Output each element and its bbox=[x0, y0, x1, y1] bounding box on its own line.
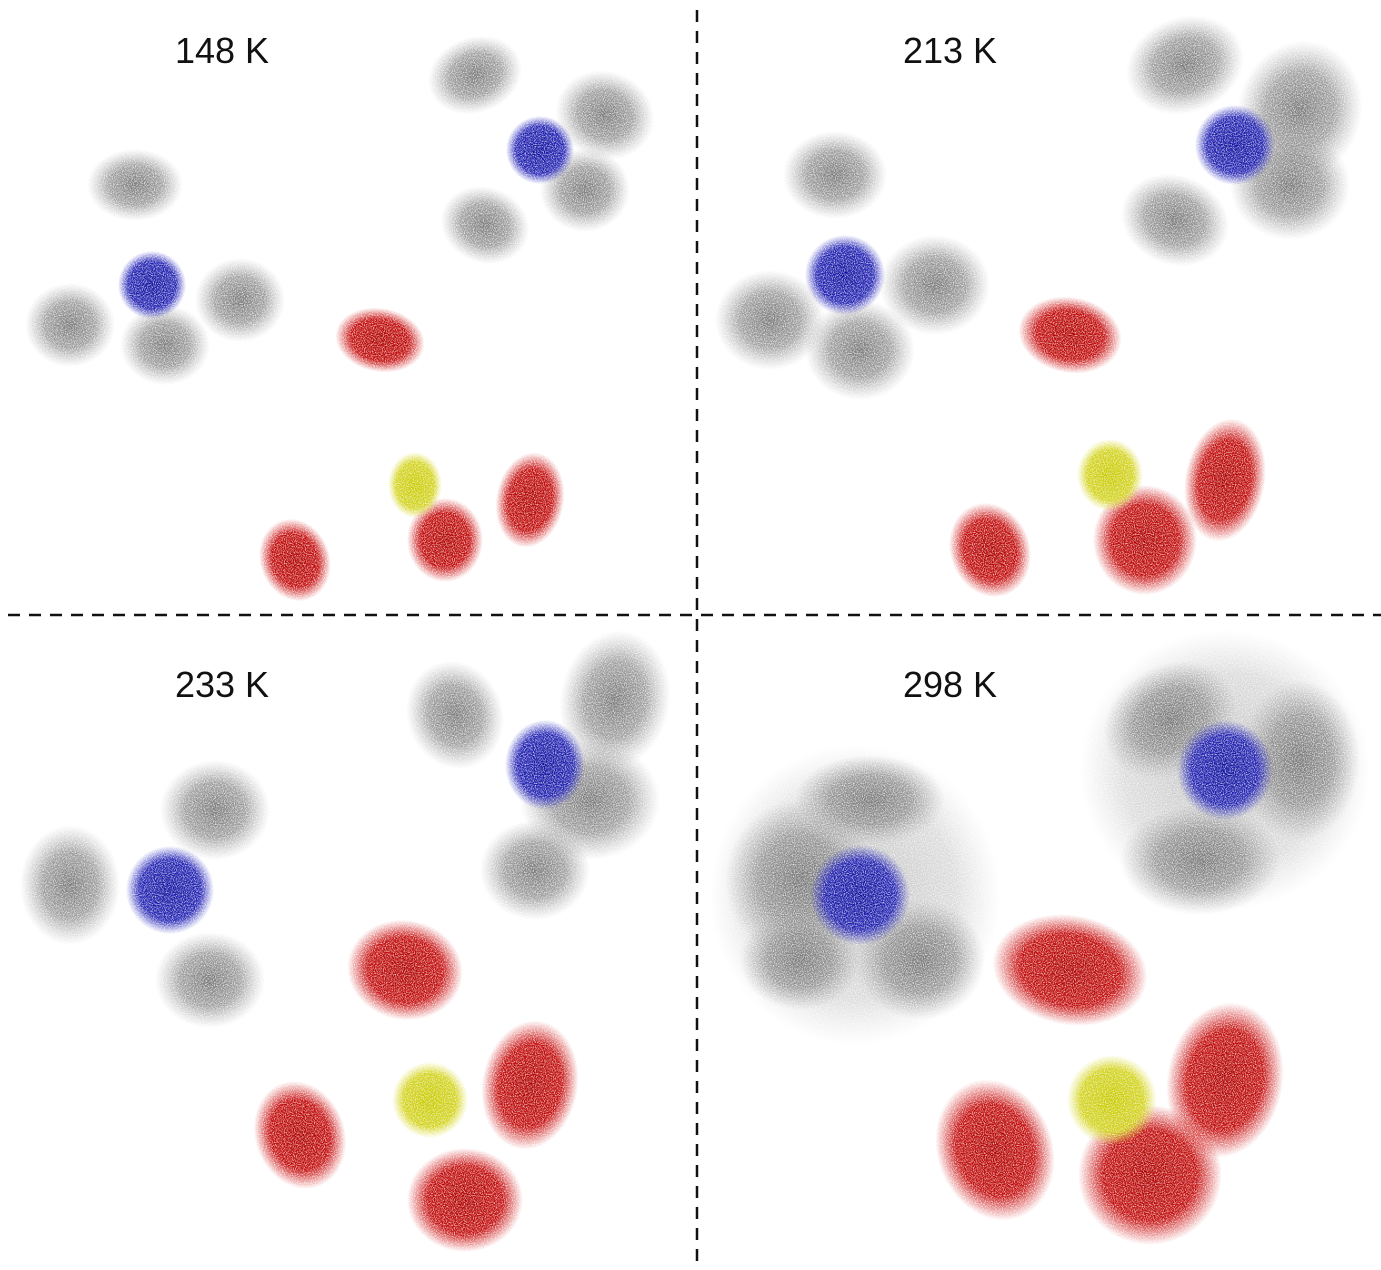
gray-cloud bbox=[20, 825, 120, 945]
blue-cloud bbox=[805, 235, 885, 315]
blue-cloud bbox=[506, 116, 574, 184]
red-cloud bbox=[1012, 289, 1128, 382]
panel-label: 148 K bbox=[175, 30, 269, 71]
red-cloud bbox=[239, 1068, 361, 1202]
red-cloud bbox=[936, 491, 1044, 609]
red-cloud bbox=[330, 301, 430, 380]
figure: 148 K 213 K 233 K 298 K bbox=[0, 0, 1381, 1270]
yellow-cloud bbox=[1077, 439, 1143, 511]
gray-cloud bbox=[783, 131, 887, 219]
red-cloud bbox=[339, 911, 471, 1030]
gray-cloud bbox=[391, 647, 519, 783]
blue-cloud bbox=[810, 845, 910, 945]
gray-cloud bbox=[795, 755, 945, 845]
yellow-cloud bbox=[392, 1062, 468, 1138]
page: 148 K 213 K 233 K 298 K (() => { const d… bbox=[0, 0, 1381, 1270]
gray-cloud bbox=[1120, 805, 1280, 915]
red-cloud bbox=[407, 1148, 523, 1252]
blue-cloud bbox=[118, 251, 186, 319]
atom-clouds bbox=[20, 0, 1378, 1252]
blue-cloud bbox=[1177, 720, 1273, 820]
blue-cloud bbox=[1195, 105, 1275, 185]
gray-cloud bbox=[195, 258, 285, 342]
panel-label: 213 K bbox=[903, 30, 997, 71]
red-cloud bbox=[488, 447, 572, 553]
gray-cloud bbox=[160, 760, 270, 860]
blue-cloud bbox=[126, 846, 214, 934]
gray-cloud bbox=[430, 174, 541, 276]
red-cloud bbox=[248, 509, 343, 612]
panel-label: 233 K bbox=[175, 664, 269, 705]
red-cloud bbox=[984, 902, 1157, 1037]
red-cloud bbox=[916, 1063, 1074, 1238]
gray-cloud bbox=[25, 283, 115, 367]
blue-cloud bbox=[505, 720, 585, 810]
red-cloud bbox=[471, 1013, 588, 1158]
yellow-cloud bbox=[1067, 1055, 1157, 1145]
gray-cloud bbox=[880, 235, 990, 335]
gray-cloud bbox=[417, 23, 533, 127]
panel-label: 298 K bbox=[903, 664, 997, 705]
gray-cloud bbox=[155, 932, 265, 1028]
gray-cloud bbox=[120, 305, 210, 385]
gray-cloud bbox=[480, 820, 590, 920]
yellow-cloud bbox=[388, 452, 442, 518]
gray-cloud bbox=[87, 149, 183, 221]
